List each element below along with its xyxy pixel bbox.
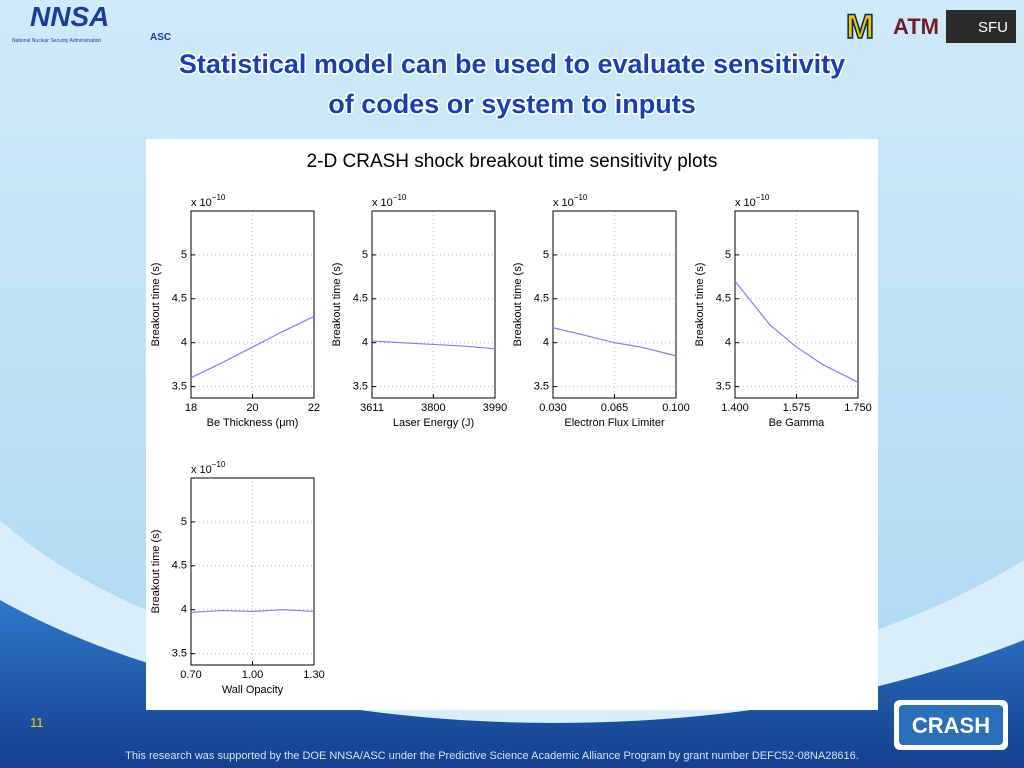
y-tick-label: 4.5 xyxy=(172,560,187,572)
y-tick-label: 3.5 xyxy=(353,380,368,392)
x-tick-label: 0.70 xyxy=(180,669,201,681)
slide-title: Statistical model can be used to evaluat… xyxy=(179,49,845,79)
x-tick-label: 3990 xyxy=(483,402,507,414)
logo-sfu-box xyxy=(946,10,1016,43)
plot-panel xyxy=(146,139,878,710)
y-multiplier-exponent: −10 xyxy=(756,193,770,202)
y-multiplier-base: x 10 xyxy=(191,464,212,476)
chart: 3.5 4 4.5 5 3611 3800 3990 Laser Energy (J) Brea… xyxy=(331,193,507,429)
y-multiplier: x 10−10 xyxy=(735,193,770,209)
logo-m: M xyxy=(846,8,874,46)
y-tick-label: 4 xyxy=(725,337,731,349)
x-tick-label: 1.400 xyxy=(721,402,749,414)
y-multiplier: x 10−10 xyxy=(553,193,588,209)
logo-crash-box xyxy=(899,705,1003,745)
x-tick-label: 0.065 xyxy=(601,402,629,414)
x-tick-label: 3611 xyxy=(360,402,384,414)
logo-asc: ASC xyxy=(150,32,171,43)
chart: 3.5 4 4.5 5 1.400 1.575 1.750 Be Gamma Breakout … xyxy=(694,193,872,429)
x-axis-label: Be Gamma xyxy=(769,417,826,429)
wave-dark xyxy=(0,600,1024,768)
y-axis-label: Breakout time (s) xyxy=(150,530,162,614)
y-multiplier-exponent: −10 xyxy=(393,193,407,202)
y-axis-label: Breakout time (s) xyxy=(694,263,706,347)
x-axis-label: Be Thickness (μm) xyxy=(207,417,299,429)
x-axis-label: Laser Energy (J) xyxy=(393,417,474,429)
y-tick-label: 3.5 xyxy=(172,647,187,659)
logo-sfu: SFU xyxy=(978,19,1008,36)
line xyxy=(371,340,496,350)
y-multiplier-exponent: −10 xyxy=(212,193,226,202)
y-tick-label: 4.5 xyxy=(534,293,549,305)
y-multiplier: x 10−10 xyxy=(372,193,407,209)
y-axis-label: Breakout time (s) xyxy=(331,263,343,347)
y-tick-label: 5 xyxy=(725,249,731,261)
x-tick-label: 0.030 xyxy=(539,402,567,414)
y-tick-label: 4 xyxy=(181,337,187,349)
y-axis-label: Breakout time (s) xyxy=(512,263,524,347)
line xyxy=(552,327,677,357)
y-tick-label: 4 xyxy=(181,604,187,616)
y-multiplier-base: x 10 xyxy=(372,197,393,209)
page-number: 11 xyxy=(30,715,44,730)
x-tick-label: 1.575 xyxy=(783,402,811,414)
x-tick-label: 0.100 xyxy=(662,402,690,414)
x-tick-label: 3800 xyxy=(421,402,445,414)
y-tick-label: 3.5 xyxy=(534,380,549,392)
y-tick-label: 3.5 xyxy=(716,380,731,392)
y-tick-label: 5 xyxy=(543,249,549,261)
y-tick-label: 3.5 xyxy=(172,380,187,392)
line xyxy=(190,315,315,379)
y-tick-label: 4.5 xyxy=(353,293,368,305)
logo-nnsa-sub: National Nuclear Security Administration xyxy=(12,38,101,44)
x-tick-label: 1.30 xyxy=(303,669,324,681)
y-multiplier: x 10−10 xyxy=(191,460,226,476)
axes-box xyxy=(552,210,677,399)
y-tick-label: 5 xyxy=(362,249,368,261)
x-tick-label: 20 xyxy=(246,402,258,414)
x-tick-label: 18 xyxy=(185,402,197,414)
y-tick-label: 4.5 xyxy=(716,293,731,305)
y-tick-label: 5 xyxy=(181,249,187,261)
y-tick-label: 5 xyxy=(181,516,187,528)
x-axis-label: Wall Opacity xyxy=(222,684,284,696)
logo-nnsa: NNSA xyxy=(30,1,109,32)
y-multiplier: x 10−10 xyxy=(191,193,226,209)
logo-tamu: ATM xyxy=(893,14,939,39)
logo-crash: CRASH xyxy=(912,713,990,738)
chart: 3.5 4 4.5 5 18 20 22 Be Thickness (μm) Breakout … xyxy=(150,193,320,429)
y-multiplier-exponent: −10 xyxy=(212,460,226,469)
panel-title: 2-D CRASH shock breakout time sensitivit… xyxy=(307,151,718,172)
axes-box xyxy=(190,477,315,666)
slide-title: of codes or system to inputs xyxy=(328,89,696,119)
y-tick-label: 4 xyxy=(362,337,368,349)
axes-box xyxy=(734,210,859,399)
footer: This research was supported by the DOE N… xyxy=(125,750,859,762)
y-tick-label: 4.5 xyxy=(172,293,187,305)
x-tick-label: 22 xyxy=(308,402,320,414)
y-multiplier-exponent: −10 xyxy=(574,193,588,202)
y-multiplier-base: x 10 xyxy=(553,197,574,209)
x-tick-label: 1.750 xyxy=(844,402,872,414)
y-axis-label: Breakout time (s) xyxy=(150,263,162,347)
y-multiplier-base: x 10 xyxy=(191,197,212,209)
chart: 3.5 4 4.5 5 0.70 1.00 1.30 Wall Opacity Breakout… xyxy=(150,460,325,696)
line xyxy=(734,280,859,383)
x-tick-label: 1.00 xyxy=(242,669,263,681)
line xyxy=(190,609,315,613)
axes-box xyxy=(190,210,315,399)
y-multiplier-base: x 10 xyxy=(735,197,756,209)
x-axis-label: Electron Flux Limiter xyxy=(564,417,665,429)
chart: 3.5 4 4.5 5 0.030 0.065 0.100 Electron Flux Lim… xyxy=(512,193,690,429)
y-tick-label: 4 xyxy=(543,337,549,349)
axes-box xyxy=(371,210,496,399)
